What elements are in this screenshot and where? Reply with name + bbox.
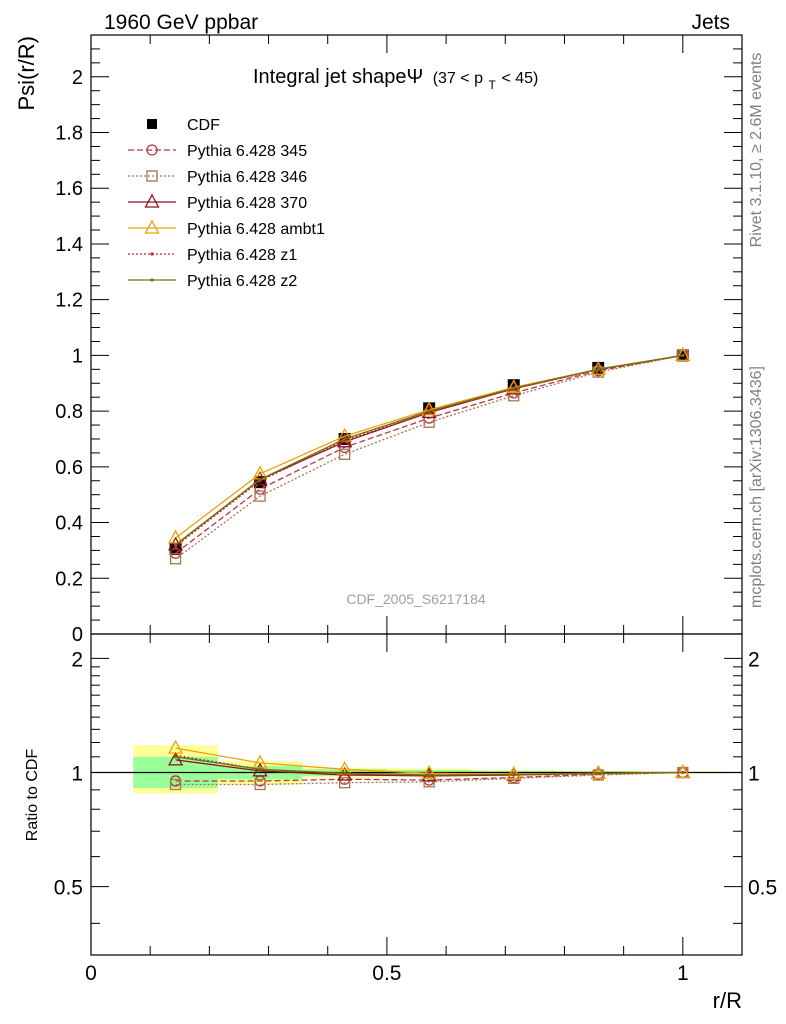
cdf-data-point [169,543,182,556]
legend-entry-label: Pythia 6.428 z2 [187,273,297,290]
ratio-series-point [254,778,266,791]
main-series-layer [167,347,691,565]
rivet-version-label: Rivet 3.1.10, ≥ 2.6M events [748,53,765,248]
legend-marker [146,144,158,156]
x-tick-label: 1 [677,962,689,985]
x-tick-label: 0 [85,962,97,985]
main-y-tick-label: 0.2 [55,568,83,590]
series-point [681,353,685,357]
series-line [175,354,683,554]
legend-marker [146,170,158,182]
x-tick-label: 0.5 [372,962,401,985]
series-line [175,354,683,547]
ratio-series-point [169,778,182,791]
plot-title-range-open: (37 < p [433,70,483,87]
ratio-series-line [175,771,683,786]
ratio-band-layer [91,745,742,794]
legend-entry-label: Pythia 6.428 ambt1 [187,221,325,238]
series-line [175,354,683,539]
legend-entry-label: Pythia 6.428 346 [187,169,307,186]
ratio-series-point [421,764,437,779]
ratio-series-point [173,755,178,759]
main-y-tick-label: 0.8 [55,401,83,423]
main-y-tick-label: 1 [72,345,83,367]
ratio-series-point [590,764,606,779]
series-point [254,490,266,502]
legend-entry-label: Pythia 6.428 370 [187,195,307,212]
main-y-tick-label: 0.6 [55,457,83,479]
ratio-series-point [339,777,351,789]
main-y-tick-label: 1.2 [55,290,83,312]
ratio-series-point [675,764,691,779]
ratio-y-tick-label-right: 0.5 [748,877,777,900]
plot-title-range-close: < 45) [501,70,538,87]
main-y-tick-label: 0 [72,624,83,646]
plot-title-range-sub: T [489,78,497,92]
series-point [508,390,520,402]
ratio-y-tick-label: 0.5 [54,877,83,900]
ratio-series-point [427,773,431,777]
ratio-series-point [506,765,522,780]
main-y-tick-label: 1.8 [55,123,83,145]
main-y-tick-label: 2 [72,67,83,89]
series-point [169,553,182,565]
mcplots-citation-label: mcplots.cern.ch [arXiv:1306.3436] [748,366,765,608]
ratio-series-point [343,771,347,775]
plot-title-main: Integral jet shapeΨ [253,66,423,88]
series-point [427,409,431,413]
ratio-series-point [681,770,685,775]
ratio-axes: 0.5 0.5 1 1 2 2 0 0.5 1 [54,633,777,985]
ratio-series-point [258,767,262,771]
legend-marker [144,193,160,208]
ratio-series-point [596,771,600,775]
ratio-series-point [167,739,184,754]
ratio-y-tick-label: 2 [71,648,83,671]
legend: CDF Pythia 6.428 345 Pythia 6.428 346 Pythi… [128,117,325,290]
series-point [173,543,178,547]
analysis-id-label: CDF_2005_S6217184 [346,591,486,607]
series-line [175,354,683,546]
series-point [596,367,600,371]
ratio-y-tick-label-right: 1 [748,763,760,786]
main-y-tick-label: 1.4 [55,234,83,256]
ratio-series-line [175,771,683,782]
plot-title: Integral jet shapeΨ (37 < p T < 45) [253,66,538,94]
ratio-frame [90,633,743,956]
header-process-label: Jets [691,11,730,34]
legend-marker [147,119,157,129]
ratio-series-point [512,772,516,777]
ratio-y-axis-label: Ratio to CDF [24,749,41,842]
ratio-series-point [167,751,184,766]
series-line [175,354,683,546]
main-y-tick-label: 1.6 [55,178,83,200]
ratio-y-tick-label-right: 2 [748,648,760,671]
series-point [167,529,184,544]
legend-marker [150,278,154,282]
x-axis-label: r/R [713,988,742,1013]
main-y-axis-label: Psi(r/R) [14,36,39,111]
series-point [675,347,691,362]
ratio-y-tick-label: 1 [71,763,83,786]
main-y-tick-label: 0.4 [55,513,83,535]
series-line [175,354,683,560]
ratio-series-layer [167,739,691,791]
main-axes: 0 0.2 0.4 0.6 0.8 1 1.2 1.4 1.6 1.8 2 [55,34,743,646]
header-energy-label: 1960 GeV ppbar [104,11,258,34]
series-point [512,386,516,390]
legend-marker [144,219,160,234]
series-point [339,448,351,460]
legend-entry-label: CDF [187,117,220,134]
legend-entry-label: Pythia 6.428 345 [187,143,307,160]
series-point [167,536,184,551]
legend-marker [150,252,154,256]
legend-entry-label: Pythia 6.428 z1 [187,247,297,264]
series-point [343,437,347,441]
series-point [506,379,522,394]
series-point [258,477,262,481]
series-point [421,401,437,416]
